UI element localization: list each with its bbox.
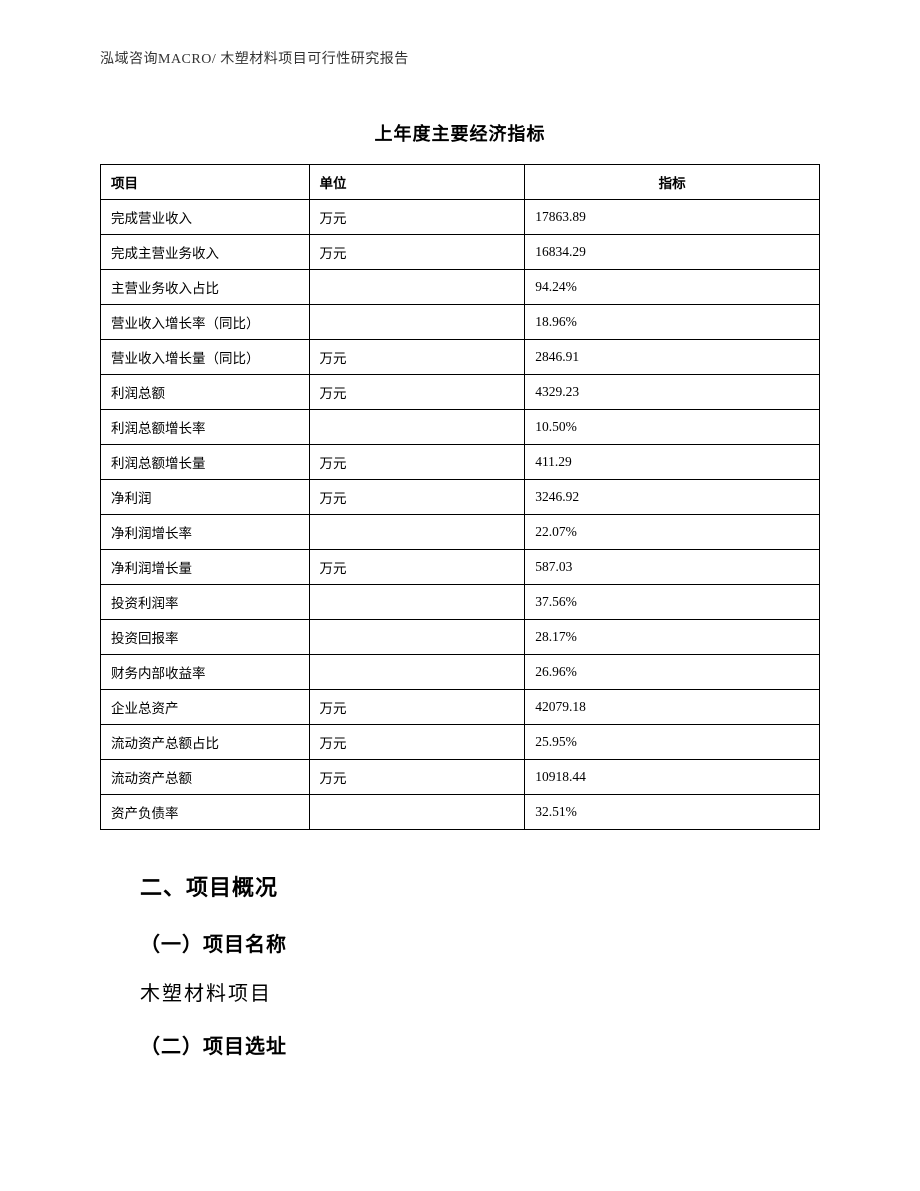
cell-unit — [309, 305, 525, 340]
table-title: 上年度主要经济指标 — [100, 120, 820, 146]
cell-value: 3246.92 — [525, 480, 820, 515]
cell-item: 企业总资产 — [101, 690, 310, 725]
table-row: 完成营业收入万元17863.89 — [101, 200, 820, 235]
cell-unit — [309, 585, 525, 620]
cell-unit: 万元 — [309, 200, 525, 235]
body-text-section: 二、项目概况 （一）项目名称 木塑材料项目 （二）项目选址 — [100, 870, 820, 1059]
cell-item: 利润总额 — [101, 375, 310, 410]
table-row: 净利润增长率 22.07% — [101, 515, 820, 550]
table-row: 净利润万元3246.92 — [101, 480, 820, 515]
table-header-row: 项目 单位 指标 — [101, 165, 820, 200]
col-header-item: 项目 — [101, 165, 310, 200]
table-row: 流动资产总额万元10918.44 — [101, 760, 820, 795]
content-area: 上年度主要经济指标 项目 单位 指标 完成营业收入万元17863.89 完成主营… — [100, 120, 820, 1079]
cell-value: 16834.29 — [525, 235, 820, 270]
cell-unit: 万元 — [309, 340, 525, 375]
cell-item: 主营业务收入占比 — [101, 270, 310, 305]
cell-item: 利润总额增长量 — [101, 445, 310, 480]
cell-value: 25.95% — [525, 725, 820, 760]
table-row: 投资回报率 28.17% — [101, 620, 820, 655]
cell-unit — [309, 515, 525, 550]
cell-item: 利润总额增长率 — [101, 410, 310, 445]
cell-unit: 万元 — [309, 690, 525, 725]
cell-item: 营业收入增长量（同比） — [101, 340, 310, 375]
economic-indicators-table: 项目 单位 指标 完成营业收入万元17863.89 完成主营业务收入万元1683… — [100, 164, 820, 830]
cell-item: 净利润 — [101, 480, 310, 515]
cell-unit: 万元 — [309, 760, 525, 795]
table-row: 利润总额增长量万元411.29 — [101, 445, 820, 480]
cell-value: 94.24% — [525, 270, 820, 305]
cell-unit — [309, 795, 525, 830]
cell-item: 营业收入增长率（同比） — [101, 305, 310, 340]
cell-value: 22.07% — [525, 515, 820, 550]
table-row: 财务内部收益率 26.96% — [101, 655, 820, 690]
table-row: 资产负债率 32.51% — [101, 795, 820, 830]
table-row: 净利润增长量万元587.03 — [101, 550, 820, 585]
table-row: 企业总资产万元42079.18 — [101, 690, 820, 725]
cell-value: 4329.23 — [525, 375, 820, 410]
cell-item: 净利润增长率 — [101, 515, 310, 550]
cell-unit — [309, 270, 525, 305]
cell-unit: 万元 — [309, 445, 525, 480]
cell-item: 流动资产总额 — [101, 760, 310, 795]
cell-value: 42079.18 — [525, 690, 820, 725]
col-header-unit: 单位 — [309, 165, 525, 200]
cell-value: 587.03 — [525, 550, 820, 585]
section-2-heading: 二、项目概况 — [140, 870, 820, 902]
cell-value: 2846.91 — [525, 340, 820, 375]
table-row: 投资利润率 37.56% — [101, 585, 820, 620]
cell-value: 10918.44 — [525, 760, 820, 795]
cell-item: 财务内部收益率 — [101, 655, 310, 690]
cell-value: 10.50% — [525, 410, 820, 445]
cell-value: 32.51% — [525, 795, 820, 830]
cell-value: 37.56% — [525, 585, 820, 620]
subsection-1-text: 木塑材料项目 — [140, 977, 820, 1006]
cell-unit: 万元 — [309, 480, 525, 515]
cell-value: 28.17% — [525, 620, 820, 655]
table-row: 流动资产总额占比万元25.95% — [101, 725, 820, 760]
cell-value: 26.96% — [525, 655, 820, 690]
table-row: 利润总额万元4329.23 — [101, 375, 820, 410]
cell-unit: 万元 — [309, 725, 525, 760]
cell-item: 流动资产总额占比 — [101, 725, 310, 760]
cell-unit — [309, 655, 525, 690]
cell-item: 资产负债率 — [101, 795, 310, 830]
cell-item: 完成主营业务收入 — [101, 235, 310, 270]
cell-value: 18.96% — [525, 305, 820, 340]
cell-unit: 万元 — [309, 550, 525, 585]
cell-value: 17863.89 — [525, 200, 820, 235]
subsection-2-heading: （二）项目选址 — [140, 1030, 820, 1059]
cell-item: 完成营业收入 — [101, 200, 310, 235]
cell-unit — [309, 620, 525, 655]
col-header-value: 指标 — [525, 165, 820, 200]
page-header: 泓域咨询MACRO/ 木塑材料项目可行性研究报告 — [100, 48, 409, 68]
table-row: 完成主营业务收入万元16834.29 — [101, 235, 820, 270]
table-row: 营业收入增长量（同比）万元2846.91 — [101, 340, 820, 375]
cell-unit: 万元 — [309, 235, 525, 270]
cell-item: 投资利润率 — [101, 585, 310, 620]
cell-value: 411.29 — [525, 445, 820, 480]
cell-item: 投资回报率 — [101, 620, 310, 655]
table-body: 完成营业收入万元17863.89 完成主营业务收入万元16834.29 主营业务… — [101, 200, 820, 830]
cell-unit: 万元 — [309, 375, 525, 410]
cell-unit — [309, 410, 525, 445]
table-row: 营业收入增长率（同比） 18.96% — [101, 305, 820, 340]
header-text: 泓域咨询MACRO/ 木塑材料项目可行性研究报告 — [100, 52, 409, 67]
table-row: 主营业务收入占比 94.24% — [101, 270, 820, 305]
subsection-1-heading: （一）项目名称 — [140, 928, 820, 957]
cell-item: 净利润增长量 — [101, 550, 310, 585]
table-row: 利润总额增长率 10.50% — [101, 410, 820, 445]
